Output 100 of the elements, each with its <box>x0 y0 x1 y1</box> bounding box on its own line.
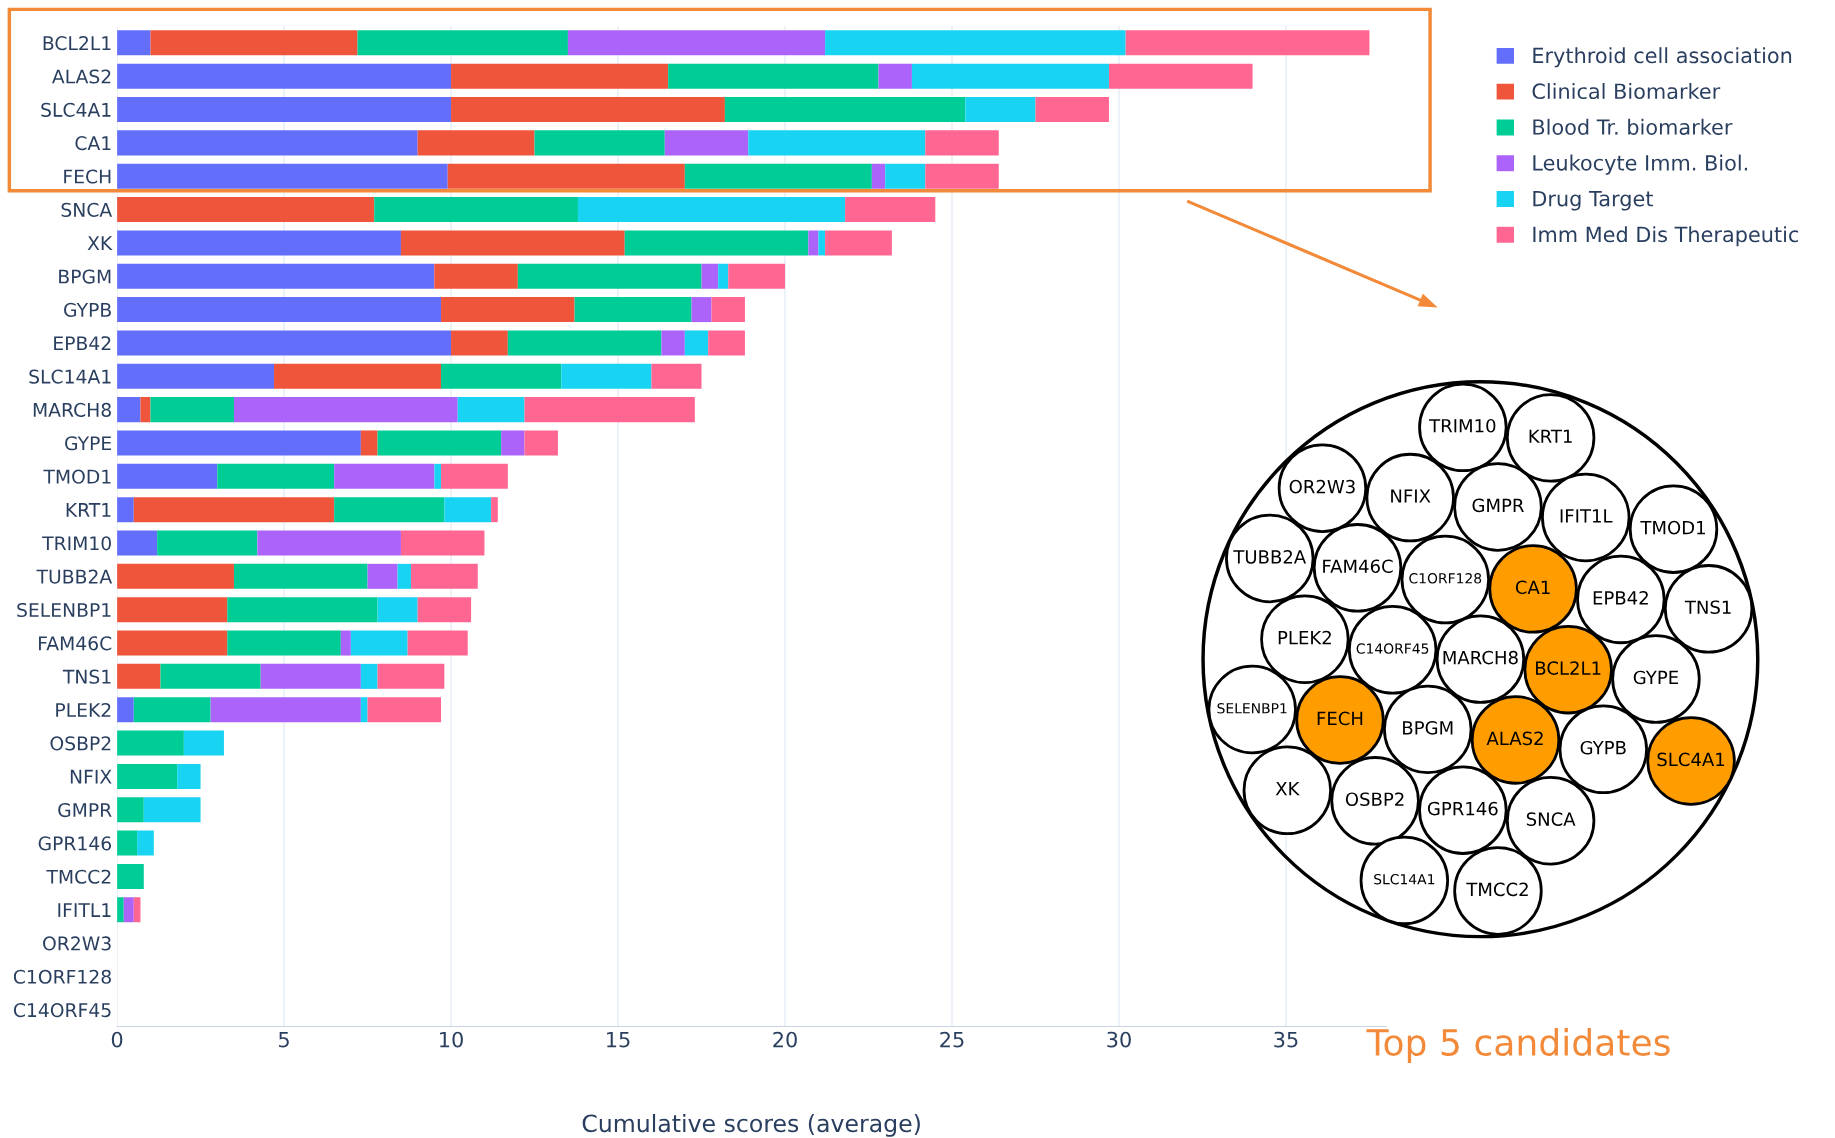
text: MARCH8 <box>1443 650 1518 665</box>
annotation: OSBP2 <box>1345 792 1404 807</box>
bar <box>377 663 445 689</box>
y-tick-label: C14ORF45 <box>13 1003 111 1018</box>
bar <box>133 897 141 923</box>
legend-label: Blood Tr. biomarker <box>1533 118 1733 135</box>
bar <box>871 163 886 189</box>
bar <box>334 463 435 489</box>
annotation: SLC14A1 <box>1374 873 1435 885</box>
bar <box>651 363 702 389</box>
legend-label: Leukocyte Imm. Biol. <box>1533 154 1748 175</box>
text: BCL2L1 <box>1536 661 1601 675</box>
bar <box>711 297 745 323</box>
bar <box>350 630 408 656</box>
annotation: PLEK2 <box>1278 630 1331 645</box>
y-tick-label: FECH <box>64 169 111 184</box>
bar <box>457 397 525 423</box>
bar <box>117 497 134 523</box>
bar <box>624 230 809 256</box>
bar <box>661 330 685 356</box>
bar <box>117 730 184 756</box>
bar <box>434 263 518 289</box>
text: IFIT1L <box>1560 509 1613 523</box>
bar <box>407 630 468 656</box>
y-tick-label: PLEK2 <box>56 702 111 717</box>
y-tick-label: BCL2L1 <box>43 36 111 51</box>
bar <box>524 430 558 456</box>
text: GMPR <box>1472 498 1524 513</box>
text: Top 5 candidates <box>1366 1028 1670 1063</box>
x-tick-label: 5 <box>279 1031 289 1048</box>
bar <box>501 430 525 456</box>
bar <box>123 897 134 923</box>
bar <box>434 463 442 489</box>
text: KRT1 <box>1529 429 1572 443</box>
bar <box>965 97 1036 123</box>
bar <box>577 197 846 223</box>
bar <box>117 330 452 356</box>
bar <box>117 830 138 856</box>
text: BPGM <box>1403 720 1453 735</box>
bar <box>217 463 335 489</box>
bar <box>818 230 826 256</box>
bar <box>227 597 378 623</box>
text: ALAS2 <box>1486 731 1543 746</box>
bar <box>567 30 826 56</box>
bar <box>684 163 872 189</box>
bar <box>724 97 966 123</box>
bar <box>257 530 401 556</box>
bar <box>117 30 151 56</box>
bar <box>561 363 652 389</box>
bar <box>534 130 665 156</box>
y-tick-label: FAM46C <box>39 636 112 651</box>
y-tick-label: C1ORF128 <box>13 969 111 984</box>
y-tick-label: TRIM10 <box>42 536 111 551</box>
bar <box>925 163 999 189</box>
y-tick-label: SLC4A1 <box>41 102 111 117</box>
bar <box>708 330 745 356</box>
bar <box>340 630 351 656</box>
bar <box>117 663 161 689</box>
bar <box>691 297 712 323</box>
y-tick-label: SELENBP1 <box>17 602 111 618</box>
bar <box>507 330 662 356</box>
bar <box>360 430 378 456</box>
bar <box>150 397 234 423</box>
bar <box>517 263 702 289</box>
bar <box>133 697 211 723</box>
bar <box>911 63 1109 89</box>
bar <box>825 230 892 256</box>
bar <box>117 797 144 823</box>
annotation: XK <box>1275 782 1300 796</box>
bar <box>117 597 228 623</box>
annotation: OR2W3 <box>1289 479 1355 494</box>
bar <box>367 563 398 589</box>
bar <box>117 763 178 789</box>
bar <box>227 630 341 656</box>
x-tick-label: 10 <box>440 1031 463 1048</box>
text: GYPE <box>1633 670 1678 685</box>
legend-label: Erythroid cell association <box>1533 47 1792 68</box>
x-tick-label: 25 <box>940 1031 964 1048</box>
bar <box>157 530 258 556</box>
bar <box>728 263 786 289</box>
bar <box>574 297 692 323</box>
bar <box>117 430 361 456</box>
bar <box>117 363 275 389</box>
bar <box>664 130 749 156</box>
bar <box>684 330 709 356</box>
bar <box>117 297 442 323</box>
y-tick-label: GMPR <box>58 802 112 818</box>
text: EPB42 <box>1593 591 1648 605</box>
bar <box>274 363 442 389</box>
y-tick-label: GYPB <box>64 302 111 317</box>
bar <box>117 397 141 423</box>
text: CA1 <box>1515 580 1550 595</box>
bar <box>160 663 261 689</box>
bar <box>377 430 502 456</box>
bar <box>417 597 472 623</box>
y-tick-label: TMCC2 <box>46 869 111 884</box>
bar <box>441 363 562 389</box>
bar <box>447 163 685 189</box>
y-tick-label: XK <box>87 236 113 251</box>
y-tick-label: EPB42 <box>54 336 111 351</box>
